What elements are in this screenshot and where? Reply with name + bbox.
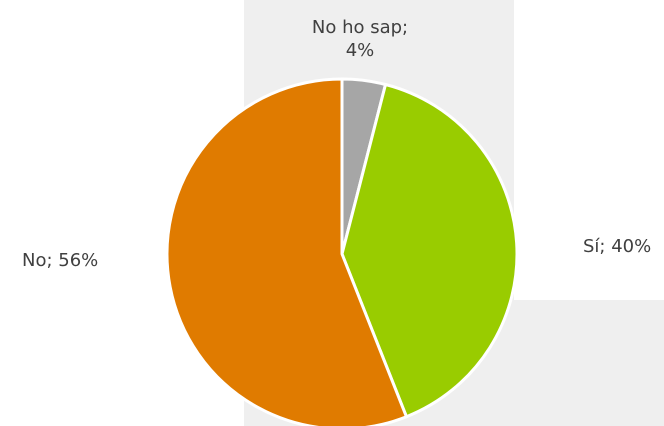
slice-label-line-1: No ho sap; xyxy=(311,17,409,38)
slice-label-line-2: 4% xyxy=(345,40,375,61)
slice-label-no-ho-sap: No ho sap; 4% xyxy=(290,16,430,62)
background-panel xyxy=(514,300,664,426)
pie-slice-no xyxy=(165,77,408,426)
slice-label-no: No; 56% xyxy=(22,250,99,271)
pie-slice-s xyxy=(340,82,519,419)
slice-label-si: Sí; 40% xyxy=(583,236,652,257)
